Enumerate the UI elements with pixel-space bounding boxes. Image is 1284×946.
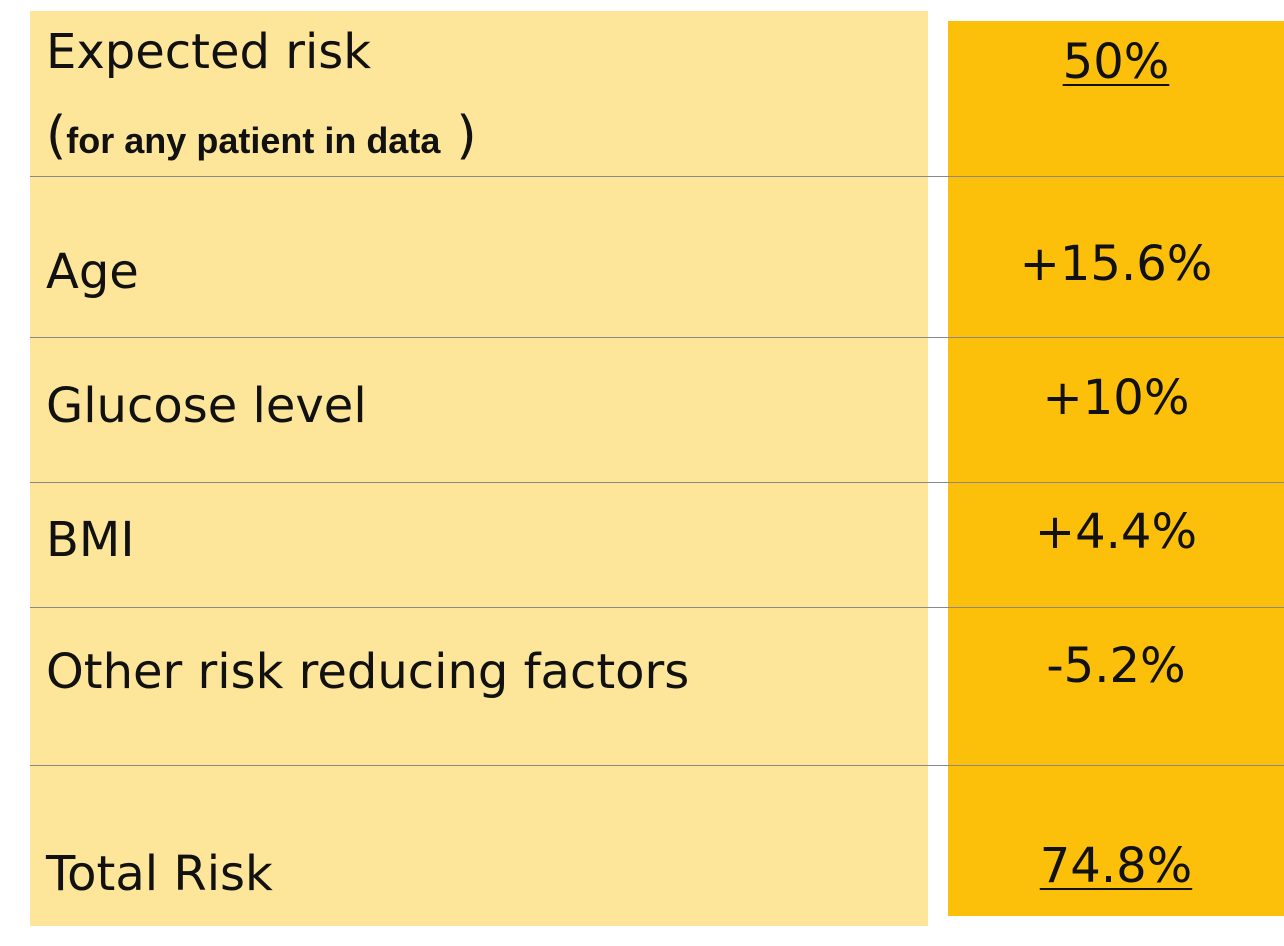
- note-close-paren: ): [456, 106, 477, 166]
- glucose-level-value: +10%: [1042, 370, 1190, 426]
- row-divider: [30, 765, 1284, 766]
- row-divider: [30, 607, 1284, 608]
- bmi-value: +4.4%: [1034, 504, 1198, 560]
- age-label: Age: [46, 244, 139, 300]
- expected-risk-note: (for any patient in data): [46, 110, 477, 162]
- other-factors-label: Other risk reducing factors: [46, 644, 690, 700]
- age-value: +15.6%: [1019, 236, 1213, 292]
- row-divider: [30, 176, 1284, 177]
- total-risk-label: Total Risk: [46, 846, 273, 902]
- label-column: [30, 11, 928, 926]
- note-open-paren: (: [46, 106, 67, 166]
- row-divider: [30, 337, 1284, 338]
- row-divider: [30, 482, 1284, 483]
- glucose-level-label: Glucose level: [46, 378, 367, 434]
- expected-risk-note-text: for any patient in data: [66, 120, 441, 161]
- bmi-label: BMI: [46, 512, 135, 568]
- value-column: [948, 21, 1284, 916]
- total-risk-value: 74.8%: [1039, 838, 1193, 894]
- other-factors-value: -5.2%: [1046, 638, 1186, 694]
- expected-risk-label: Expected risk: [46, 24, 372, 80]
- expected-risk-value: 50%: [1062, 34, 1170, 90]
